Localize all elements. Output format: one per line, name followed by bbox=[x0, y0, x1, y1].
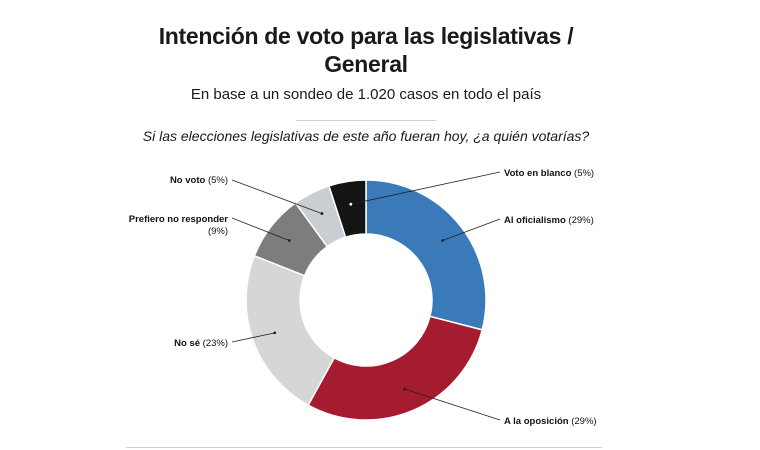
leader-dot bbox=[320, 212, 324, 215]
data-label: Al oficialismo (29%) bbox=[504, 215, 594, 226]
leader-line bbox=[404, 388, 501, 421]
leader-line bbox=[442, 218, 501, 241]
leader-dot bbox=[273, 331, 277, 335]
slice-al-oficialismo bbox=[365, 179, 487, 331]
chart-title-line1: Intención de voto para las legislativas … bbox=[158, 23, 574, 49]
leader-dot bbox=[349, 202, 353, 206]
data-label: Voto en blanco (5%) bbox=[504, 168, 594, 179]
slice-no-sé bbox=[245, 254, 336, 407]
chart-subtitle: En base a un sondeo de 1.020 casos en to… bbox=[190, 86, 542, 103]
chart-title: Intención de voto para las legislativas … bbox=[0, 22, 732, 78]
survey-question: Si las elecciones legislativas de este a… bbox=[142, 128, 590, 144]
leader-dot bbox=[441, 239, 445, 242]
chart-title-line2: General bbox=[324, 51, 408, 77]
leader-line bbox=[231, 217, 290, 241]
leader-dot bbox=[403, 387, 406, 391]
leader-line bbox=[231, 179, 323, 214]
data-label: No sé (23%) bbox=[174, 338, 228, 349]
leader-line bbox=[231, 332, 275, 343]
slice-voto-en-blanco bbox=[327, 179, 367, 239]
data-label: Prefiero no responder (9%) bbox=[129, 214, 229, 237]
slice-a-la-oposición bbox=[307, 315, 484, 421]
data-label: No voto (5%) bbox=[170, 175, 228, 186]
divider bbox=[296, 120, 436, 121]
bottom-divider bbox=[126, 447, 602, 448]
leader-dot bbox=[287, 239, 291, 242]
leader-line bbox=[350, 171, 501, 205]
data-label: A la oposición (29%) bbox=[504, 416, 597, 427]
